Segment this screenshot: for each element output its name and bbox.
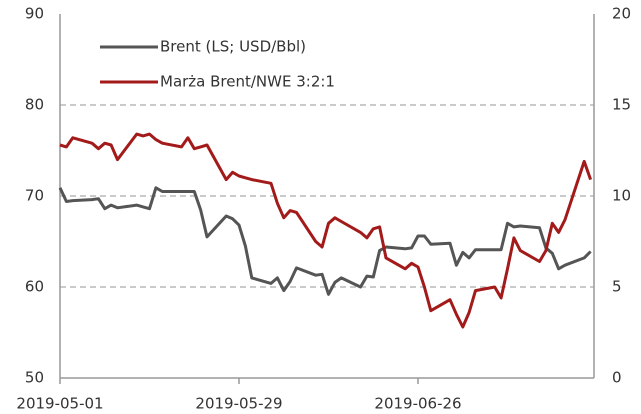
y-tick-label: 50	[25, 369, 44, 387]
y-tick-label: 80	[25, 96, 44, 114]
y2-tick-label: 0	[612, 369, 622, 387]
y2-tick-label: 20	[612, 5, 631, 23]
y-tick-label: 60	[25, 278, 44, 296]
y2-tick-label: 5	[612, 278, 622, 296]
legend-label: Brent (LS; USD/Bbl)	[160, 38, 306, 56]
y2-tick-label: 10	[612, 187, 631, 205]
y2-tick-label: 15	[612, 96, 631, 114]
y-tick-label: 90	[25, 5, 44, 23]
series-line	[59, 132, 593, 329]
x-tick-label: 2019-05-01	[16, 395, 103, 413]
legend-label: Marża Brent/NWE 3:2:1	[160, 73, 335, 91]
x-tick-label: 2019-06-26	[374, 395, 461, 413]
x-tick-label: 2019-05-29	[195, 395, 282, 413]
y-tick-label: 70	[25, 187, 44, 205]
series-line	[58, 186, 592, 296]
